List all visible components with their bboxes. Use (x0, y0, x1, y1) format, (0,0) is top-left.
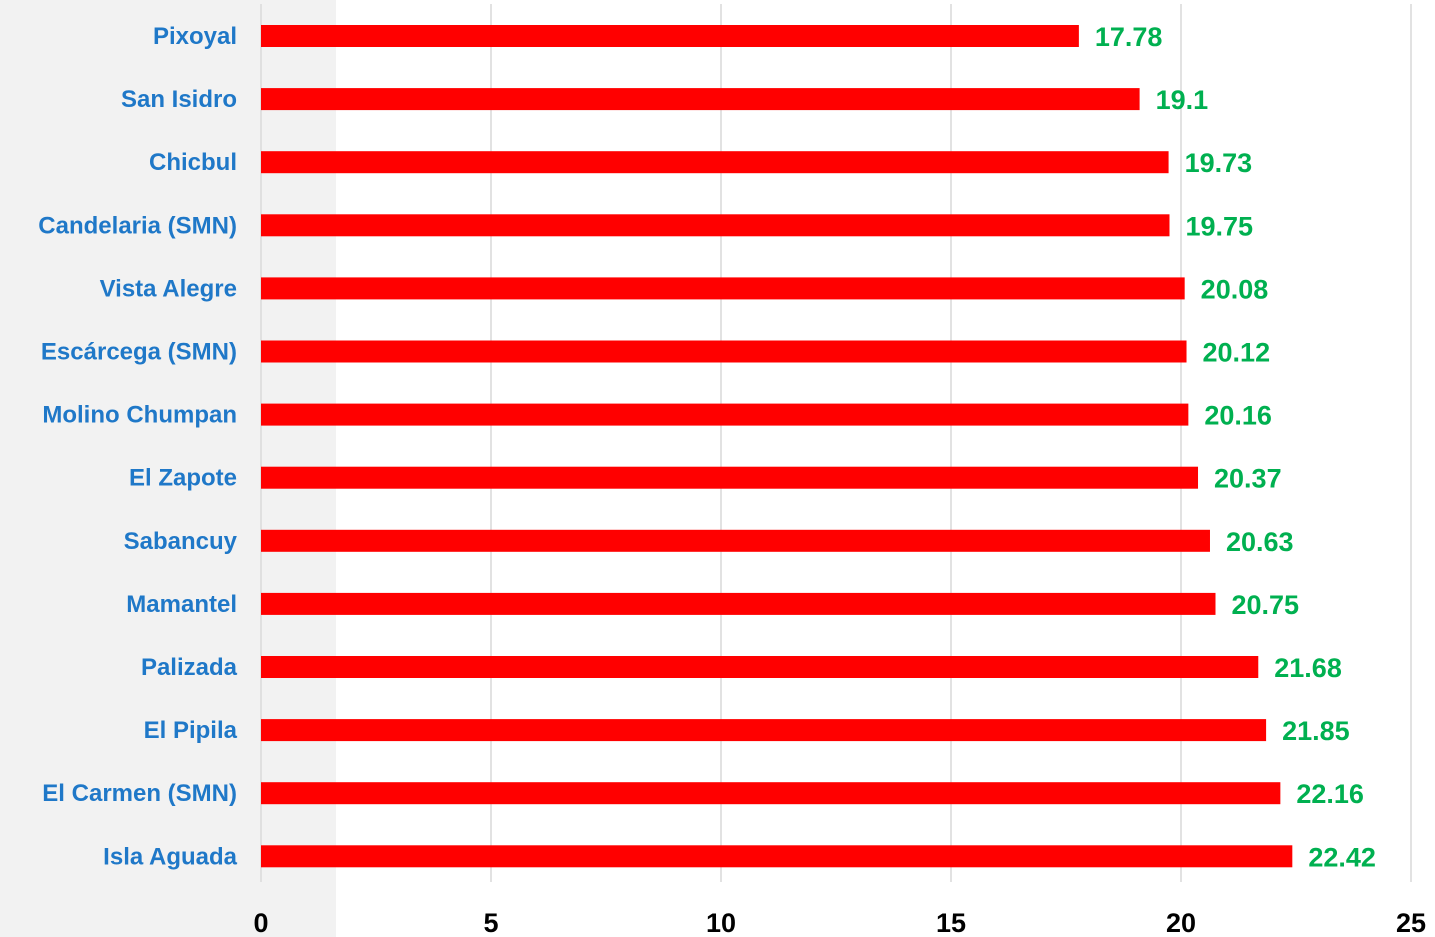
data-label: 21.68 (1274, 653, 1342, 683)
x-axis-tick-labels: 0 5 10 15 20 25 (253, 908, 1426, 937)
category-label: Isla Aguada (103, 843, 237, 870)
grid-lines (260, 4, 1412, 882)
category-label: Pixoyal (153, 23, 237, 50)
bar (261, 151, 1169, 174)
data-label: 20.75 (1232, 590, 1300, 620)
data-label: 19.1 (1156, 85, 1209, 115)
category-label: Vista Alegre (100, 275, 237, 302)
bars (261, 25, 1293, 868)
x-tick-label: 15 (936, 908, 966, 937)
x-tick-label: 25 (1396, 908, 1426, 937)
bar (261, 340, 1187, 363)
x-tick-label: 5 (483, 908, 498, 937)
category-label: El Zapote (129, 465, 237, 492)
data-label: 22.42 (1308, 842, 1376, 872)
bar (261, 466, 1199, 489)
bar (261, 403, 1189, 426)
category-label: Candelaria (SMN) (38, 212, 237, 239)
data-label: 20.63 (1226, 527, 1294, 557)
data-label: 19.75 (1186, 211, 1254, 241)
bar (261, 592, 1216, 615)
data-label: 20.08 (1201, 274, 1269, 304)
bar (261, 845, 1293, 868)
category-label: Escárcega (SMN) (41, 339, 237, 366)
value-labels: 17.78 19.1 19.73 19.75 20.08 20.12 20.16 20.37 2… (1095, 22, 1376, 872)
category-label: Chicbul (149, 149, 237, 176)
category-label: El Pipila (144, 717, 238, 744)
bar (261, 529, 1210, 552)
category-label: San Isidro (121, 86, 237, 113)
x-tick-label: 10 (706, 908, 736, 937)
data-label: 20.37 (1214, 464, 1282, 494)
category-label: Palizada (141, 654, 238, 681)
bar (261, 214, 1170, 237)
data-label: 22.16 (1296, 779, 1364, 809)
bar (261, 25, 1079, 47)
category-label: El Carmen (SMN) (42, 780, 237, 807)
bar (261, 719, 1267, 742)
category-label: Mamantel (126, 591, 237, 618)
bar (261, 656, 1259, 678)
bar (261, 88, 1140, 111)
category-label: Sabancuy (124, 528, 238, 555)
data-label: 20.16 (1204, 401, 1272, 431)
data-label: 17.78 (1095, 22, 1163, 52)
bar (261, 277, 1185, 300)
x-tick-label: 20 (1166, 908, 1196, 937)
x-tick-label: 0 (253, 908, 268, 937)
bar (261, 782, 1281, 805)
data-label: 20.12 (1203, 338, 1271, 368)
data-label: 21.85 (1282, 716, 1350, 746)
category-label: Molino Chumpan (42, 402, 237, 429)
data-label: 19.73 (1185, 148, 1253, 178)
category-labels: Pixoyal San Isidro Chicbul Candelaria (SMN)… (38, 23, 237, 870)
